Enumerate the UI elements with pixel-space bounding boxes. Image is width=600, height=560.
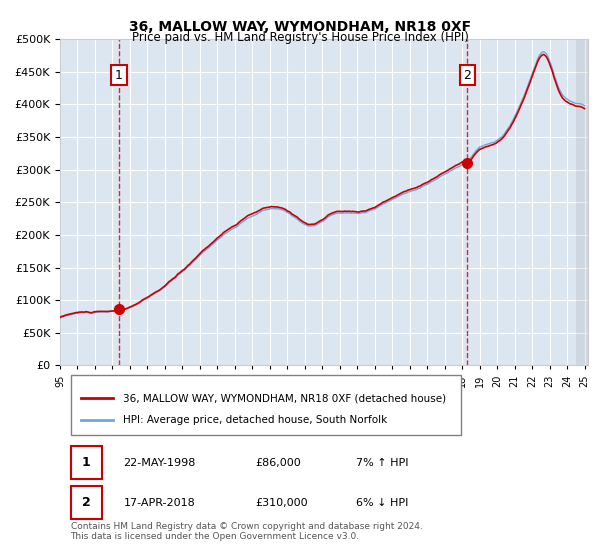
Bar <box>71 446 102 479</box>
Text: 17-APR-2018: 17-APR-2018 <box>124 498 195 508</box>
Text: 1: 1 <box>115 68 123 82</box>
Text: 22-MAY-1998: 22-MAY-1998 <box>124 458 196 468</box>
Bar <box>576 39 588 365</box>
Text: £310,000: £310,000 <box>256 498 308 508</box>
Text: 6% ↓ HPI: 6% ↓ HPI <box>356 498 408 508</box>
Text: 7% ↑ HPI: 7% ↑ HPI <box>356 458 408 468</box>
Text: 1: 1 <box>82 456 91 469</box>
Text: Contains HM Land Registry data © Crown copyright and database right 2024.
This d: Contains HM Land Registry data © Crown c… <box>71 522 422 542</box>
Text: 2: 2 <box>463 68 471 82</box>
Text: HPI: Average price, detached house, South Norfolk: HPI: Average price, detached house, Sout… <box>124 416 388 426</box>
Bar <box>71 375 461 435</box>
Text: Price paid vs. HM Land Registry's House Price Index (HPI): Price paid vs. HM Land Registry's House … <box>131 31 469 44</box>
Text: 36, MALLOW WAY, WYMONDHAM, NR18 0XF: 36, MALLOW WAY, WYMONDHAM, NR18 0XF <box>129 20 471 34</box>
Bar <box>71 487 102 520</box>
Text: 2: 2 <box>82 496 91 510</box>
Text: £86,000: £86,000 <box>256 458 301 468</box>
Text: 36, MALLOW WAY, WYMONDHAM, NR18 0XF (detached house): 36, MALLOW WAY, WYMONDHAM, NR18 0XF (det… <box>124 393 446 403</box>
